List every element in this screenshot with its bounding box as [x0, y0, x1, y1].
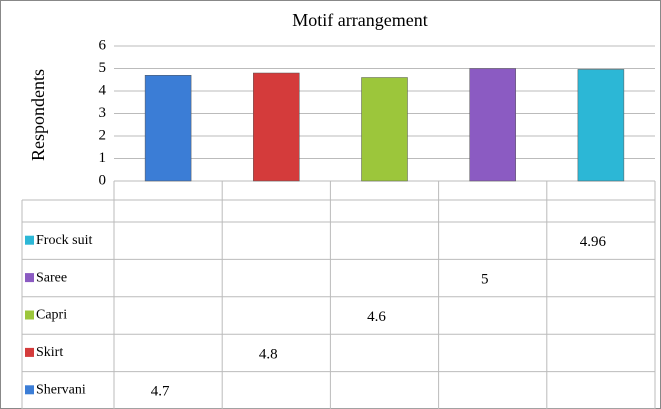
y-tick-label: 4: [99, 82, 107, 98]
legend-label: Capri: [36, 308, 67, 323]
y-tick-label: 0: [99, 172, 107, 188]
y-tick-label: 1: [99, 150, 107, 166]
chart-title: Motif arrangement: [292, 10, 427, 30]
legend-swatch: [25, 347, 34, 357]
table-value: 4.8: [259, 346, 278, 362]
legend-label: Frock suit: [36, 233, 93, 248]
y-tick-label: 6: [99, 37, 107, 53]
legend-label: Saree: [36, 270, 67, 285]
table-value: 4.7: [151, 384, 170, 400]
y-tick-label: 5: [99, 60, 107, 76]
bar: [469, 68, 516, 182]
bar: [144, 75, 192, 182]
table-value: 4.96: [580, 234, 607, 250]
table-value: 5: [481, 272, 489, 288]
bar: [253, 72, 300, 182]
table-value: 4.6: [367, 309, 386, 325]
y-tick-label: 3: [99, 105, 107, 121]
legend-swatch: [25, 310, 34, 320]
legend-swatch: [25, 273, 34, 283]
y-axis-title: Respondents: [28, 69, 48, 161]
bar: [361, 77, 408, 182]
y-tick-label: 2: [99, 127, 107, 143]
legend-label: Skirt: [36, 345, 63, 360]
bar: [577, 69, 625, 182]
legend-swatch: [25, 235, 34, 245]
legend-swatch: [25, 385, 34, 395]
legend-label: Shervani: [36, 383, 86, 398]
